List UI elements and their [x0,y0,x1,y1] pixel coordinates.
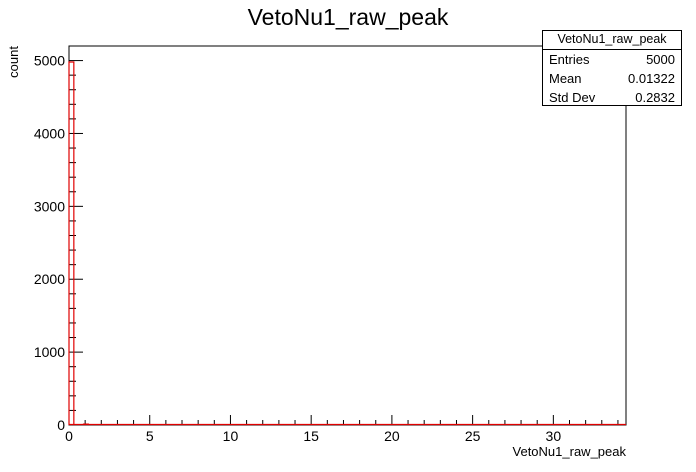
stats-value: 0.01322 [628,71,675,86]
y-tick-label: 4000 [34,125,65,141]
x-tick-label: 0 [65,428,73,444]
x-tick-label: 20 [384,428,400,444]
x-tick-label: 5 [146,428,154,444]
y-tick-label: 0 [57,417,65,433]
x-axis-ticks: 0 5 10 15 20 25 30 [65,415,619,444]
chart-title: VetoNu1_raw_peak [247,4,449,30]
histogram-bin [82,423,89,425]
x-tick-label: 15 [303,428,319,444]
y-axis-ticks: 0 1000 2000 3000 4000 5000 [34,45,83,433]
stats-label: Mean [549,71,582,86]
histogram-bin [68,61,75,425]
stats-row-entries: Entries 5000 [543,50,681,69]
stats-box-title: VetoNu1_raw_peak [543,31,681,50]
y-tick-label: 1000 [34,344,65,360]
stats-label: Std Dev [549,90,596,105]
stats-value: 5000 [646,52,675,67]
stats-label: Entries [549,52,590,67]
histogram-bins [68,61,626,426]
stats-box: VetoNu1_raw_peak Entries 5000 Mean 0.013… [542,30,682,106]
stats-row-mean: Mean 0.01322 [543,69,681,88]
y-tick-label: 2000 [34,271,65,287]
y-tick-label: 5000 [34,53,65,69]
y-axis-label: count [6,46,21,78]
x-tick-label: 30 [546,428,562,444]
stats-value: 0.2832 [635,90,675,105]
y-tick-label: 3000 [34,198,65,214]
x-tick-label: 10 [223,428,239,444]
stats-row-stddev: Std Dev 0.2832 [543,88,681,107]
x-axis-label: VetoNu1_raw_peak [513,444,627,459]
x-tick-label: 25 [465,428,481,444]
